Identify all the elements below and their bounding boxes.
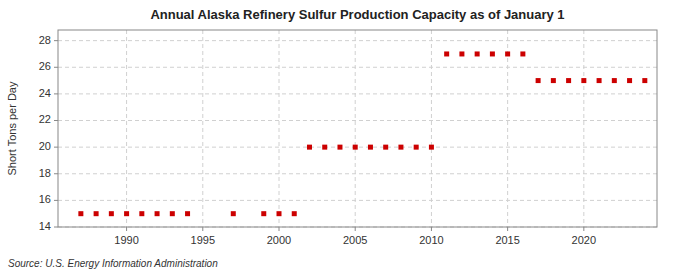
tick-y [54, 173, 58, 174]
grid [58, 30, 657, 227]
tick-x [583, 227, 584, 231]
tick-label-y: 26 [39, 60, 51, 72]
data-point [124, 211, 129, 216]
tick-label-x: 2020 [572, 234, 596, 246]
tick-label-y: 14 [39, 220, 51, 232]
data-points [78, 51, 647, 216]
tick-label-x: 1990 [114, 234, 138, 246]
grid-line-x [431, 30, 432, 227]
tick-label-x: 2015 [495, 234, 519, 246]
tick-label-x: 2005 [343, 234, 367, 246]
data-point [109, 211, 114, 216]
source-note: Source: U.S. Energy Information Administ… [8, 258, 218, 269]
data-point [444, 51, 449, 56]
grid-line-x [355, 30, 356, 227]
data-point [520, 51, 525, 56]
chart-container: 14 16 18 20 22 24 26 28 1990 1995 2000 2005 2010 2015… [0, 0, 675, 275]
data-point [459, 51, 464, 56]
data-point [581, 78, 586, 83]
grid-line-y [58, 93, 657, 94]
tick-label-y: 28 [39, 34, 51, 46]
tick-y [54, 67, 58, 68]
grid-line-y [58, 200, 657, 201]
data-point [78, 211, 83, 216]
grid-line-y [58, 40, 657, 41]
tick-y [54, 40, 58, 41]
tick-x [507, 227, 508, 231]
grid-line-x [279, 30, 280, 227]
grid-line-x [126, 30, 127, 227]
grid-line-y [58, 67, 657, 68]
y-axis-label: Short Tons per Day [6, 81, 18, 175]
tick-x [202, 227, 203, 231]
data-point [322, 145, 327, 150]
data-point [551, 78, 556, 83]
data-point [612, 78, 617, 83]
grid-line-x [583, 30, 584, 227]
tick-label-y: 24 [39, 87, 51, 99]
data-point [94, 211, 99, 216]
data-point [597, 78, 602, 83]
data-point [231, 211, 236, 216]
tick-label-y: 22 [39, 113, 51, 125]
data-point [292, 211, 297, 216]
data-point [307, 145, 312, 150]
data-point [566, 78, 571, 83]
data-point [398, 145, 403, 150]
grid-line-x [507, 30, 508, 227]
tick-label-x: 2000 [267, 234, 291, 246]
tick-y [54, 120, 58, 121]
axes: 14 16 18 20 22 24 26 28 1990 1995 2000 2005 2010 2015… [39, 34, 596, 246]
tick-x [279, 227, 280, 231]
tick-label-y: 16 [39, 193, 51, 205]
tick-y [54, 147, 58, 148]
data-point [261, 211, 266, 216]
tick-x [431, 227, 432, 231]
data-point [429, 145, 434, 150]
grid-line-y [58, 120, 657, 121]
data-point [505, 51, 510, 56]
tick-y [54, 93, 58, 94]
plot-frame [58, 30, 657, 227]
tick-y [54, 200, 58, 201]
data-point [536, 78, 541, 83]
tick-label-x: 1995 [191, 234, 215, 246]
data-point [185, 211, 190, 216]
data-point [337, 145, 342, 150]
grid-line-x [202, 30, 203, 227]
tick-x [126, 227, 127, 231]
data-point [490, 51, 495, 56]
data-point [627, 78, 632, 83]
data-point [353, 145, 358, 150]
chart-title: Annual Alaska Refinery Sulfur Production… [150, 7, 564, 22]
chart: 14 16 18 20 22 24 26 28 1990 1995 2000 2005 2010 2015… [0, 0, 675, 275]
data-point [155, 211, 160, 216]
data-point [368, 145, 373, 150]
tick-label-x: 2010 [419, 234, 443, 246]
data-point [170, 211, 175, 216]
data-point [139, 211, 144, 216]
tick-label-y: 18 [39, 167, 51, 179]
tick-x [355, 227, 356, 231]
data-point [277, 211, 282, 216]
data-point [383, 145, 388, 150]
data-point [414, 145, 419, 150]
data-point [475, 51, 480, 56]
data-point [642, 78, 647, 83]
tick-label-y: 20 [39, 140, 51, 152]
grid-line-y [58, 173, 657, 174]
tick-y [54, 227, 58, 228]
